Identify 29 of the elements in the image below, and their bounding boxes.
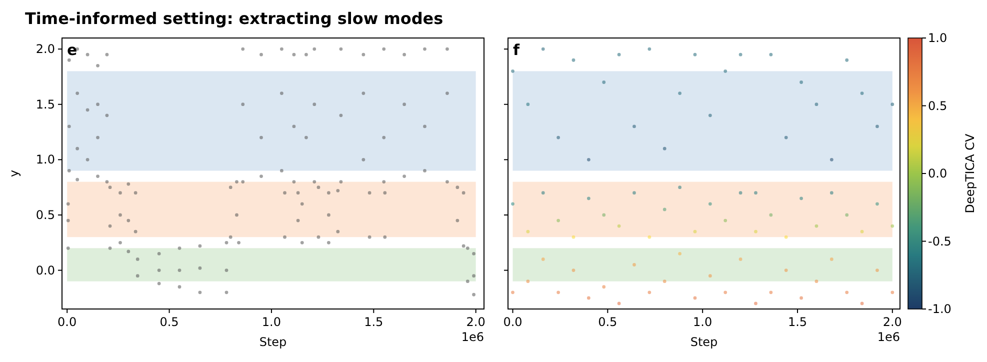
- x-tick-label: 2.0: [882, 315, 902, 329]
- y-tick-label: 0.5: [36, 208, 55, 222]
- y-axis-title: y: [7, 170, 21, 178]
- color-bar-label: 0.5: [928, 98, 948, 113]
- x-tick-label: 2.0: [466, 315, 486, 329]
- color-bar-label: -1.0: [928, 302, 952, 316]
- annotation: e: [67, 41, 78, 59]
- y-tick-label: 2.0: [36, 42, 55, 56]
- x-tick-label: 0.0: [58, 315, 77, 329]
- x-tick-label: 1.0: [262, 315, 282, 329]
- x-tick-label: 1.0: [693, 315, 712, 329]
- text: 1e6: [877, 330, 900, 344]
- x-tick-label: 0.5: [598, 315, 618, 329]
- x-tick-label: 1.5: [788, 315, 808, 329]
- y-tick-label: 0.0: [36, 263, 55, 278]
- color-bar-title: DeepTICA CV: [963, 132, 977, 214]
- annotation: f: [513, 41, 520, 59]
- x-axis-title: Step: [259, 335, 287, 349]
- y-tick-label: 1.0: [36, 152, 55, 167]
- x-tick-label: 0.5: [160, 315, 179, 329]
- text: 1e6: [461, 330, 484, 344]
- color-bar-label: 0.0: [928, 166, 948, 180]
- color-bar-label: 1.0: [928, 31, 948, 45]
- y-tick-label: 1.5: [36, 97, 55, 112]
- x-axis-title: Step: [690, 335, 718, 349]
- color-bar-label: -0.5: [928, 234, 952, 248]
- chart-title: Time-informed setting: extracting slow modes: [25, 9, 444, 28]
- x-tick-label: 1.5: [364, 315, 384, 329]
- x-tick-label: 0.0: [503, 315, 522, 329]
